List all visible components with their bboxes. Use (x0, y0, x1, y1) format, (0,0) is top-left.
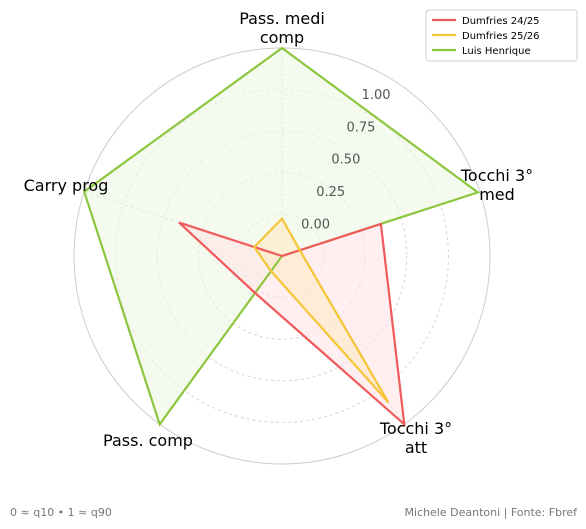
credit-text: Michele Deantoni | Fonte: Fbref (404, 506, 577, 519)
axis-label-5: Carry prog (24, 176, 109, 195)
series-line-2 (252, 216, 390, 404)
radar-series (82, 46, 481, 428)
tick-label-2: 0.25 (316, 185, 345, 200)
legend-label-1: Dumfries 24/25 (462, 16, 540, 27)
series-area-2 (254, 218, 389, 403)
radial-tick-labels: 0.00 0.25 0.50 0.75 1.00 (301, 88, 390, 233)
series-line-3 (82, 46, 481, 427)
series-line-1 (178, 221, 406, 428)
tick-label-5: 1.00 (362, 88, 391, 103)
tick-label-4: 0.75 (347, 120, 376, 135)
axis-label-3: Tocchi 3° att (379, 419, 452, 457)
axis-labels: Pass. medi comp Tocchi 3° med Tocchi 3° att Pa… (24, 9, 534, 457)
tick-label-3: 0.50 (331, 153, 360, 168)
legend: Dumfries 24/25 Dumfries 25/26 Luis Henriqu… (425, 9, 578, 62)
scale-note: 0 ≈ q10 • 1 ≈ q90 (10, 506, 112, 519)
axis-label-2: Tocchi 3° med (460, 166, 533, 204)
axis-label-4: Pass. comp (103, 431, 193, 450)
tick-label-1: 0.00 (301, 218, 330, 233)
axis-label-1: Pass. medi comp (239, 9, 325, 47)
legend-box (425, 9, 578, 62)
legend-label-2: Dumfries 25/26 (462, 31, 540, 42)
legend-label-3: Luis Henrique (462, 46, 531, 57)
